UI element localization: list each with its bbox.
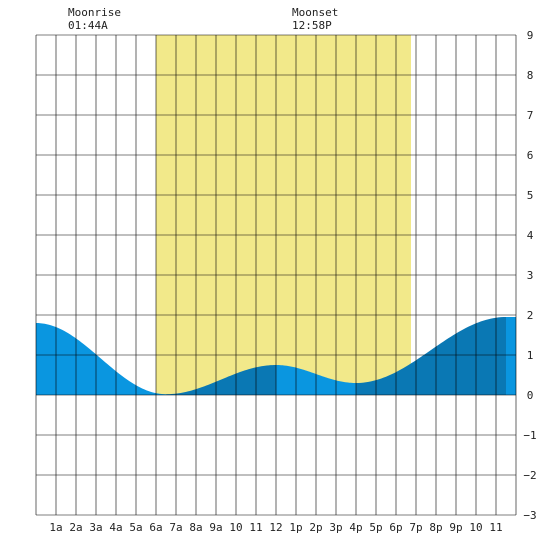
x-tick-label: 5a — [129, 521, 142, 534]
x-tick-label: 10 — [469, 521, 482, 534]
x-tick-label: 11 — [489, 521, 502, 534]
x-tick-label: 7a — [169, 521, 182, 534]
x-tick-label: 4a — [109, 521, 122, 534]
y-tick-label: −3 — [523, 509, 536, 522]
y-tick-label: 2 — [527, 309, 534, 322]
x-tick-label: 11 — [249, 521, 262, 534]
y-tick-label: −1 — [523, 429, 536, 442]
y-tick-label: 8 — [527, 69, 534, 82]
y-tick-label: 7 — [527, 109, 534, 122]
y-tick-label: 5 — [527, 189, 534, 202]
x-tick-label: 10 — [229, 521, 242, 534]
x-tick-label: 9a — [209, 521, 222, 534]
x-tick-labels: 1a 2a 3a 4a 5a 6a 7a 8a 9a 10 11 12 1p 2p 3p 4p 5p 6p 7p 8p… — [49, 521, 502, 534]
y-tick-label: 1 — [527, 349, 534, 362]
x-tick-label: 3a — [89, 521, 102, 534]
y-tick-label: 6 — [527, 149, 534, 162]
x-tick-label: 12 — [269, 521, 282, 534]
x-tick-label: 7p — [409, 521, 422, 534]
x-tick-label: 3p — [329, 521, 342, 534]
x-tick-label: 4p — [349, 521, 362, 534]
x-tick-label: 8p — [429, 521, 442, 534]
x-tick-label: 1a — [49, 521, 62, 534]
x-tick-label: 2p — [309, 521, 322, 534]
moonrise-time: 01:44A — [68, 19, 108, 32]
x-tick-label: 8a — [189, 521, 202, 534]
x-tick-label: 1p — [289, 521, 302, 534]
x-tick-label: 6a — [149, 521, 162, 534]
y-tick-label: 4 — [527, 229, 534, 242]
tide-segment-1 — [36, 323, 166, 395]
x-tick-label: 9p — [449, 521, 462, 534]
x-tick-label: 2a — [69, 521, 82, 534]
moonset-time: 12:58P — [292, 19, 332, 32]
tide-segment-5 — [506, 317, 516, 395]
tide-segment-4 — [356, 317, 506, 395]
chart-grid — [35, 34, 517, 516]
y-tick-label: 0 — [527, 389, 534, 402]
y-tick-label: 3 — [527, 269, 534, 282]
tide-segment-2 — [166, 365, 276, 395]
daylight-rect — [156, 35, 411, 395]
y-tick-label: 9 — [527, 29, 534, 42]
y-tick-labels: −3 −2 −1 0 1 2 3 4 5 6 7 8 9 — [523, 29, 536, 522]
moonset-annotation: Moonset 12:58P — [292, 6, 338, 32]
daylight-band — [156, 35, 411, 395]
y-tick-label: −2 — [523, 469, 536, 482]
x-tick-label: 5p — [369, 521, 382, 534]
moonrise-annotation: Moonrise 01:44A — [68, 6, 121, 32]
x-tick-label: 6p — [389, 521, 402, 534]
moonset-label: Moonset — [292, 6, 339, 19]
moonrise-label: Moonrise — [68, 6, 121, 19]
